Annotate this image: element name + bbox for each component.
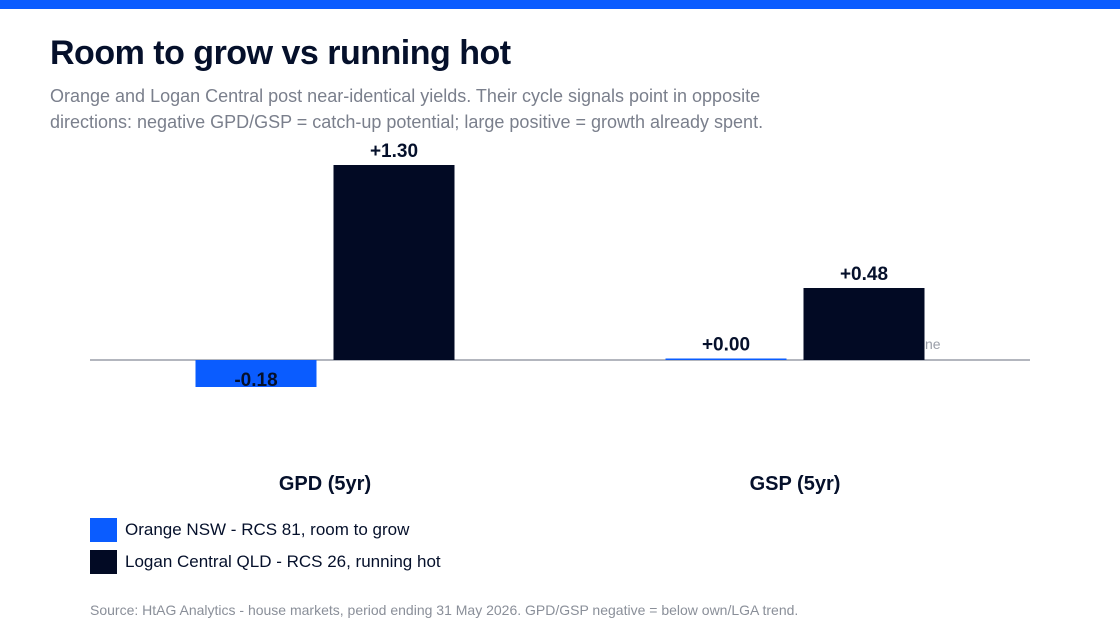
legend-swatch-logan xyxy=(90,550,117,574)
baseline-label: ne xyxy=(925,336,941,352)
category-label-gsp: GSP (5yr) xyxy=(750,473,841,495)
chart-subtitle: Orange and Logan Central post near-ident… xyxy=(50,86,764,132)
data-label-logan-gpd: +1.30 xyxy=(370,141,418,162)
legend-swatch-orange xyxy=(90,518,117,542)
chart-title: Room to grow vs running hot xyxy=(50,34,511,72)
source-note: Source: HtAG Analytics - house markets, … xyxy=(90,602,799,618)
legend-label-orange: Orange NSW - RCS 81, room to grow xyxy=(125,520,410,539)
bar-orange-gsp xyxy=(665,358,787,360)
bar-chart: ne -0.18 +1.30 GPD (5yr) +0.00 +0.48 GSP (5yr) xyxy=(90,141,1030,495)
bar-orange-gpd xyxy=(195,360,317,387)
legend-item-logan: Logan Central QLD - RCS 26, running hot xyxy=(90,550,441,574)
data-label-logan-gsp: +0.48 xyxy=(840,264,888,285)
legend-item-orange: Orange NSW - RCS 81, room to grow xyxy=(90,518,441,542)
bar-logan-gsp xyxy=(803,288,925,360)
legend-label-logan: Logan Central QLD - RCS 26, running hot xyxy=(125,552,441,571)
data-label-orange-gsp: +0.00 xyxy=(702,335,750,356)
top-accent-bar xyxy=(0,0,1120,9)
legend: Orange NSW - RCS 81, room to grow Logan … xyxy=(90,518,441,582)
category-label-gpd: GPD (5yr) xyxy=(279,473,371,495)
data-label-orange-gpd: -0.18 xyxy=(234,370,277,391)
bar-logan-gpd xyxy=(333,165,455,360)
